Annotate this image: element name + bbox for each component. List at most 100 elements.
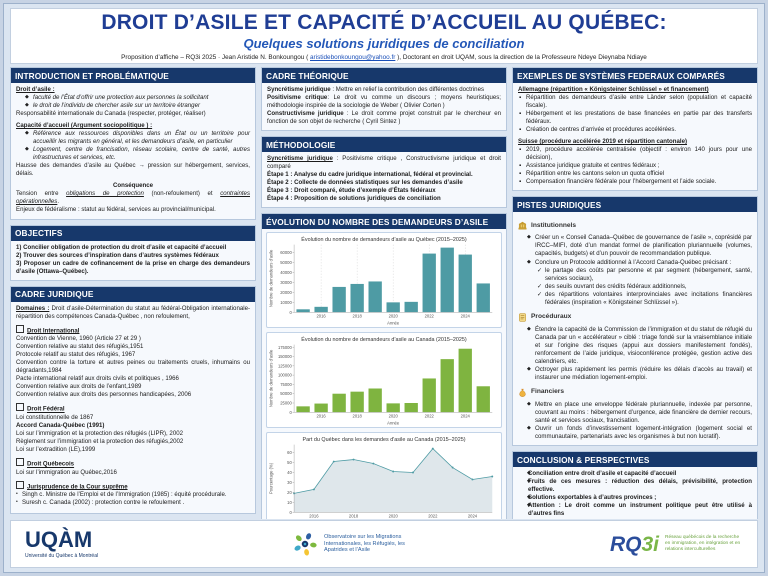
svg-text:Évolution du nombre de demande: Évolution du nombre de demandeurs d'asil…: [301, 236, 467, 243]
svg-text:60000: 60000: [280, 251, 292, 256]
law-item: Convention relative aux droits des perso…: [16, 391, 192, 399]
observatoire-swirl-icon: [294, 533, 317, 556]
svg-text:0: 0: [289, 410, 292, 415]
theorie-label: Positivisme critique: [267, 94, 328, 102]
svg-text:125000: 125000: [278, 364, 293, 369]
section-cadre-theorique-body: Syncrétisme juridique : Mettre en relief…: [262, 83, 506, 130]
piste-check-item: des seuils ouvrant des crédits fédéraux …: [518, 283, 752, 291]
droit-quebecois-title: Droit Québecois: [16, 458, 250, 469]
svg-text:50000: 50000: [280, 391, 292, 396]
objectif-item: 1) Concilier obligation de protection du…: [16, 243, 227, 251]
svg-text:50: 50: [287, 460, 292, 465]
theorie-label: Syncrétisme juridique: [267, 86, 331, 94]
piste-check-item: le partage des coûts par personne et par…: [518, 267, 752, 283]
svg-text:10000: 10000: [280, 300, 292, 305]
svg-text:20000: 20000: [280, 290, 292, 295]
rq3i-tagline: Réseau québécois de la recherche en immi…: [664, 534, 741, 553]
poster-byline: Proposition d’affiche – RQ3i 2025 · Jean…: [15, 54, 753, 61]
square-bullet-icon: [16, 324, 24, 333]
svg-text:30000: 30000: [280, 280, 292, 285]
chart-demandeurs-quebec: Évolution du nombre de demandeurs d'asil…: [266, 232, 502, 329]
section-introduction-heading: INTRODUCTION ET PROBLÉMATIQUE: [11, 68, 255, 84]
bullet-item: Hébergement et les prestations de base f…: [518, 110, 752, 126]
poster-footer: UQÀM Université du Québec à Montréal Obs…: [10, 520, 758, 568]
author-email-link[interactable]: aristidebonkoungou@yahoo.fr: [310, 54, 396, 62]
svg-text:50000: 50000: [280, 260, 292, 265]
hausse-note: Hausse des demandes d’asile au Québec → …: [16, 162, 250, 178]
svg-text:10: 10: [287, 500, 292, 505]
square-bullet-icon: [16, 458, 24, 467]
uqam-logo: UQÀM Université du Québec à Montréal: [25, 529, 98, 560]
methodo-step: Étape 1 : Analyse du cadre juridique int…: [267, 171, 473, 179]
rq3i-logo: RQ3i Réseau québécois de la recherche en…: [610, 534, 743, 555]
poster-subtitle: Quelques solutions juridiques de concili…: [243, 36, 525, 52]
tension-text: Tension entre: [16, 190, 67, 198]
svg-text:40: 40: [287, 470, 292, 475]
svg-text:Année: Année: [387, 321, 400, 326]
svg-text:Part du Québec dans les demand: Part du Québec dans les demandes d'asile…: [302, 437, 465, 443]
bullet-item: Compensation financière fédérale pour l’…: [518, 178, 752, 186]
money-bag-icon: [519, 388, 526, 397]
svg-text:30: 30: [287, 480, 292, 485]
section-conclusion-heading: CONCLUSION & PERSPECTIVES: [513, 452, 757, 468]
section-methodologie-heading: MÉTHODOLOGIE: [262, 137, 506, 153]
suisse-title: Suisse (procédure accélérée 2019 et répa…: [518, 138, 688, 146]
bar-chart-quebec: Évolution du nombre de demandeurs d'asil…: [268, 236, 493, 326]
svg-text:2018: 2018: [353, 414, 363, 419]
byline-prefix: Proposition d’affiche – RQ3i 2025 · Jean…: [121, 54, 310, 62]
piste-item: Créer un « Conseil Canada–Québec de gouv…: [518, 234, 752, 258]
svg-text:150000: 150000: [278, 354, 293, 359]
proceduraux-label: Procéduraux: [531, 312, 572, 320]
square-bullet-icon: [16, 480, 24, 489]
bullet-item: 2019, procédure accélérée centralisée (o…: [518, 146, 752, 162]
bullet-item: le droit de l’individu de chercher asile…: [16, 102, 250, 110]
section-pistes-body: Institutionnels Créer un « Conseil Canad…: [513, 212, 757, 445]
section-evolution-heading: ÉVOLUTION DU NOMBRE DES DEMANDEURS D’ASI…: [262, 214, 506, 230]
svg-text:175000: 175000: [278, 345, 293, 350]
law-item: Accord Canada-Québec (1991): [16, 422, 105, 430]
svg-text:Nombre de demandeurs d'asile: Nombre de demandeurs d'asile: [268, 249, 273, 307]
svg-text:Pourcentage (%): Pourcentage (%): [268, 462, 273, 494]
conclusion-item: Fruits de ces mesures : réduction des dé…: [518, 478, 752, 494]
section-exemples-heading: EXEMPLES DE SYSTÈMES FEDERAUX COMPARÉS: [513, 68, 757, 84]
svg-text:Évolution du nombre de demande: Évolution du nombre de demandeurs d'asil…: [301, 336, 467, 343]
theorie-label: Constructivisme juridique: [267, 110, 344, 118]
objectif-item: 2) Trouver des sources d’inspiration dan…: [16, 251, 219, 259]
law-item: Convention relative au statut des réfugi…: [16, 343, 144, 351]
section-objectifs-heading: OBJECTIFS: [11, 225, 255, 241]
section-conclusion: CONCLUSION & PERSPECTIVES Conciliation e…: [512, 451, 758, 520]
bullet-item: Répartition entre les cantons selon un q…: [518, 170, 752, 178]
section-pistes: PISTES JURIDIQUES Institutionnels Créer …: [512, 196, 758, 447]
svg-text:2020: 2020: [389, 314, 399, 319]
theorie-text: : Le droit vu comme un discours ; moyens…: [267, 94, 501, 110]
financiers-label: Financiers: [531, 388, 564, 396]
law-item: Convention contre la torture et autres p…: [16, 359, 250, 375]
svg-text:0: 0: [289, 510, 292, 515]
law-item: Pacte international relatif aux droits c…: [16, 375, 179, 383]
svg-text:2024: 2024: [461, 414, 471, 419]
svg-text:75000: 75000: [280, 382, 292, 387]
tension-contraintes: contraintes opérationnelles: [16, 190, 250, 206]
section-objectifs: OBJECTIFS 1) Concilier obligation de pro…: [10, 224, 256, 281]
section-cadre-juridique-heading: CADRE JURIDIQUE: [11, 286, 255, 302]
svg-text:2016: 2016: [317, 414, 327, 419]
bullet-item: Assistance juridique gratuite et centres…: [518, 162, 752, 170]
section-pistes-heading: PISTES JURIDIQUES: [513, 197, 757, 213]
objectif-item: 3) Proposer un cadre de cofinancement de…: [16, 259, 250, 275]
institution-building-icon: [518, 222, 527, 230]
theorie-text: : Mettre en relief la contribution des d…: [330, 86, 485, 94]
svg-text:20: 20: [287, 490, 292, 495]
tension-line: Tension entre obligations de protection …: [16, 190, 250, 206]
law-item: Convention relative aux droits de l’enfa…: [16, 383, 142, 391]
theorie-line: Positivisme critique: Le droit vu comme …: [267, 94, 501, 110]
droit-federal-title: Droit Fédéral: [16, 403, 250, 414]
theorie-text: : Le droit comme projet construit par le…: [267, 110, 502, 126]
column-left: INTRODUCTION ET PROBLÉMATIQUE Droit d’as…: [10, 67, 256, 519]
section-cadre-juridique-body: Domaines : Droit d’asile-Détermination d…: [11, 302, 255, 512]
section-exemples-body: Allemagne (répartition « Königsteiner Sc…: [513, 83, 757, 190]
section-methodologie: MÉTHODOLOGIE Syncrétisme juridique : Pos…: [261, 136, 507, 209]
svg-text:Nombre de demandeurs d'asile: Nombre de demandeurs d'asile: [268, 349, 273, 407]
bullet-item: Création de centres d’arrivée et procédu…: [518, 126, 752, 134]
methodo-step: Étape 2 : Collecte de données statistiqu…: [267, 179, 463, 187]
svg-text:2020: 2020: [389, 414, 399, 419]
